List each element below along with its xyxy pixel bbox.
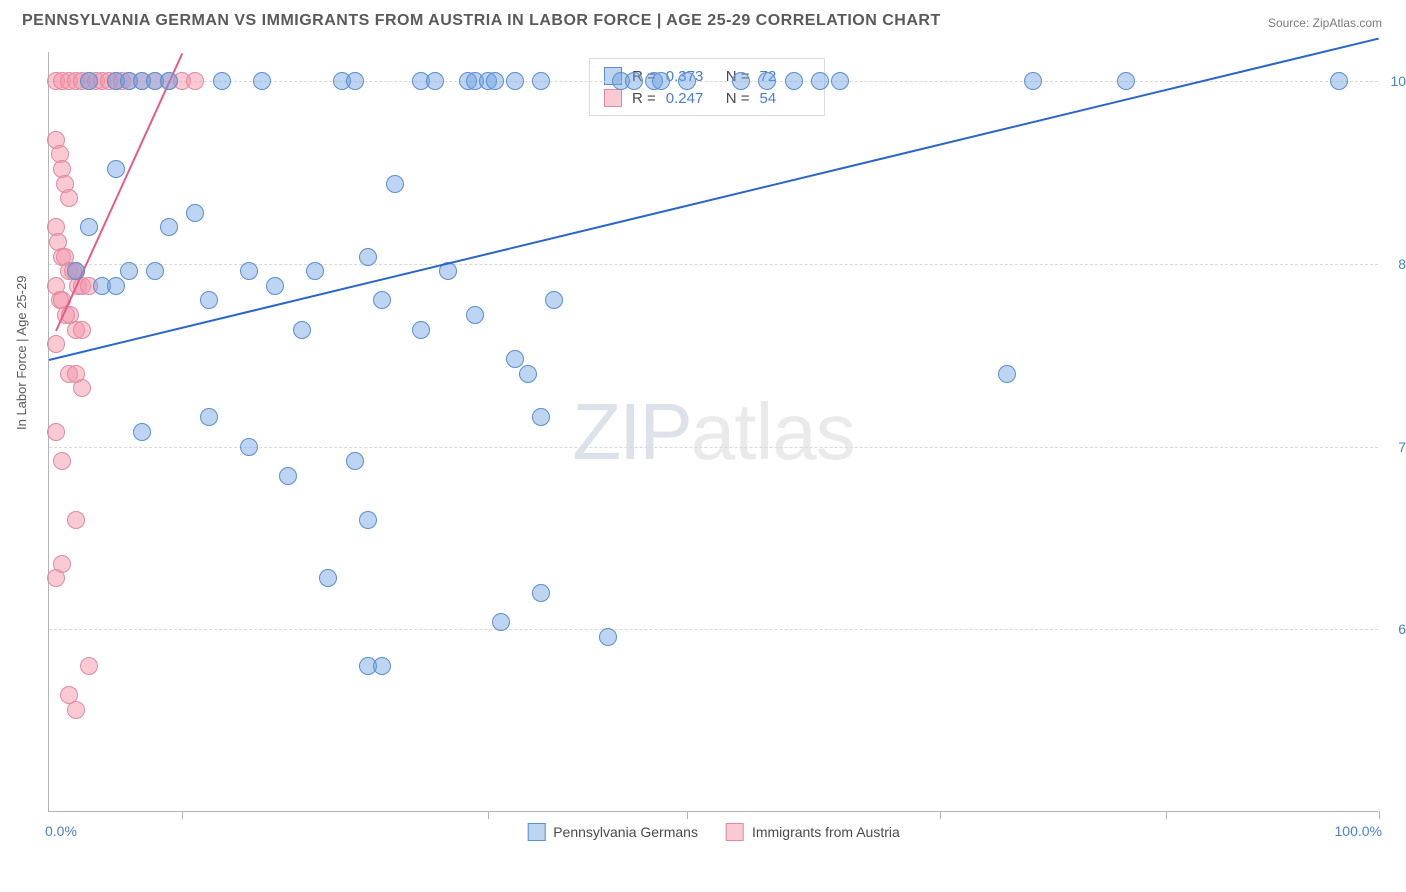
- point-blue: [466, 306, 484, 324]
- x-tick: [687, 811, 688, 819]
- x-tick: [488, 811, 489, 819]
- stat-N-label: N =: [726, 90, 750, 107]
- x-tick: [940, 811, 941, 819]
- point-blue: [67, 262, 85, 280]
- y-axis-label: In Labor Force | Age 25-29: [14, 276, 29, 430]
- y-tick-label: 75.0%: [1386, 439, 1406, 455]
- legend-item-pink: Immigrants from Austria: [726, 823, 900, 841]
- point-blue: [253, 72, 271, 90]
- chart-title: PENNSYLVANIA GERMAN VS IMMIGRANTS FROM A…: [22, 12, 941, 30]
- point-pink: [47, 423, 65, 441]
- point-blue: [200, 291, 218, 309]
- x-tick: [182, 811, 183, 819]
- x-tick: [1166, 811, 1167, 819]
- point-blue: [811, 72, 829, 90]
- point-blue: [200, 408, 218, 426]
- point-blue: [306, 262, 324, 280]
- legend-label-blue: Pennsylvania Germans: [553, 824, 698, 840]
- gridline-h: [49, 629, 1378, 630]
- point-blue: [373, 291, 391, 309]
- swatch-pink: [604, 89, 622, 107]
- point-blue: [625, 72, 643, 90]
- point-blue: [266, 277, 284, 295]
- point-blue: [785, 72, 803, 90]
- y-tick-label: 87.5%: [1386, 256, 1406, 272]
- point-blue: [107, 277, 125, 295]
- point-blue: [545, 291, 563, 309]
- point-pink: [73, 321, 91, 339]
- watermark: ZIPatlas: [572, 386, 854, 478]
- point-blue: [652, 72, 670, 90]
- point-blue: [359, 511, 377, 529]
- bottom-legend: Pennsylvania Germans Immigrants from Aus…: [527, 823, 900, 841]
- point-blue: [240, 438, 258, 456]
- point-blue: [373, 657, 391, 675]
- point-blue: [831, 72, 849, 90]
- point-blue: [532, 408, 550, 426]
- point-pink: [47, 335, 65, 353]
- point-blue: [519, 365, 537, 383]
- point-pink: [80, 657, 98, 675]
- watermark-zip: ZIP: [572, 387, 690, 476]
- point-blue: [506, 350, 524, 368]
- legend-item-blue: Pennsylvania Germans: [527, 823, 698, 841]
- point-blue: [107, 160, 125, 178]
- point-blue: [240, 262, 258, 280]
- point-blue: [486, 72, 504, 90]
- point-blue: [346, 452, 364, 470]
- point-blue: [506, 72, 524, 90]
- x-min-label: 0.0%: [45, 823, 77, 839]
- point-blue: [213, 72, 231, 90]
- stat-R-label: R =: [632, 90, 656, 107]
- y-tick-label: 100.0%: [1386, 73, 1406, 89]
- x-tick: [1379, 811, 1380, 819]
- point-blue: [80, 218, 98, 236]
- point-blue: [492, 613, 510, 631]
- point-blue: [1117, 72, 1135, 90]
- source-label: Source: ZipAtlas.com: [1268, 16, 1382, 30]
- point-pink: [60, 189, 78, 207]
- point-blue: [319, 569, 337, 587]
- point-pink: [67, 511, 85, 529]
- point-pink: [67, 701, 85, 719]
- point-blue: [359, 248, 377, 266]
- point-blue: [678, 72, 696, 90]
- point-blue: [386, 175, 404, 193]
- stats-row-pink: R = 0.247 N = 54: [604, 87, 810, 109]
- point-blue: [120, 262, 138, 280]
- point-blue: [160, 72, 178, 90]
- point-blue: [80, 72, 98, 90]
- stat-N-pink: 54: [760, 90, 810, 107]
- point-blue: [279, 467, 297, 485]
- point-blue: [146, 262, 164, 280]
- point-pink: [186, 72, 204, 90]
- point-blue: [160, 218, 178, 236]
- point-blue: [732, 72, 750, 90]
- scatter-plot: ZIPatlas R = 0.373 N = 72 R = 0.247 N = …: [48, 52, 1378, 812]
- watermark-atlas: atlas: [691, 387, 855, 476]
- gridline-h: [49, 81, 1378, 82]
- x-max-label: 100.0%: [1335, 823, 1382, 839]
- point-blue: [426, 72, 444, 90]
- point-blue: [133, 423, 151, 441]
- point-blue: [532, 584, 550, 602]
- point-pink: [53, 452, 71, 470]
- legend-swatch-pink: [726, 823, 744, 841]
- point-blue: [998, 365, 1016, 383]
- point-blue: [1024, 72, 1042, 90]
- legend-swatch-blue: [527, 823, 545, 841]
- point-blue: [532, 72, 550, 90]
- point-pink: [73, 379, 91, 397]
- point-pink: [47, 569, 65, 587]
- stat-R-pink: 0.247: [666, 90, 716, 107]
- point-blue: [758, 72, 776, 90]
- legend-label-pink: Immigrants from Austria: [752, 824, 900, 840]
- point-blue: [186, 204, 204, 222]
- point-blue: [293, 321, 311, 339]
- point-blue: [599, 628, 617, 646]
- point-blue: [1330, 72, 1348, 90]
- point-blue: [346, 72, 364, 90]
- point-blue: [412, 321, 430, 339]
- y-tick-label: 62.5%: [1386, 621, 1406, 637]
